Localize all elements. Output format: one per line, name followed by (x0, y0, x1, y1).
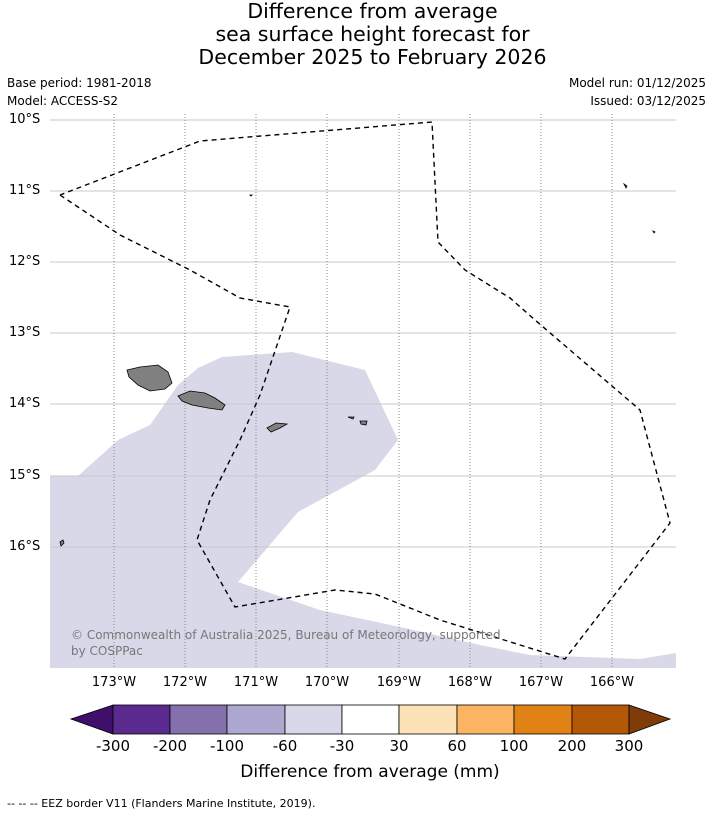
island-small-4 (59, 539, 65, 547)
islands (59, 182, 656, 547)
colorbar-tick: 30 (389, 737, 409, 755)
lon-label-168w: 168°W (447, 675, 493, 690)
island-savaii (126, 364, 173, 392)
lon-label-172w: 172°W (162, 675, 208, 690)
island-ofu (347, 416, 355, 420)
colorbar-tick: 200 (557, 737, 587, 755)
colorbar-tick: -300 (95, 737, 131, 755)
island-upolu (177, 390, 226, 411)
island-small-1 (249, 194, 253, 197)
anomaly-region (50, 352, 676, 668)
colorbar-tick: 60 (447, 737, 467, 755)
colorbar (69, 704, 672, 735)
colorbar-title: Difference from average (mm) (240, 762, 500, 782)
lon-label-173w: 173°W (91, 675, 137, 690)
island-tau (359, 420, 368, 426)
colorbar-bin-4 (284, 704, 343, 735)
lon-label-167w: 167°W (518, 675, 564, 690)
title-line-1: Difference from average (247, 0, 498, 23)
colorbar-bin-5 (341, 704, 400, 735)
lat-label-13s: 13°S (9, 325, 41, 340)
lon-gridlines (113, 114, 613, 668)
eez-footnote: -- -- -- EEZ border V11 (Flanders Marine… (7, 797, 316, 810)
lon-label-171w: 171°W (233, 675, 279, 690)
colorbar-tick: -30 (329, 737, 355, 755)
lon-label-170w: 170°W (304, 675, 350, 690)
colorbar-tick: -200 (152, 737, 188, 755)
lat-label-16s: 16°S (9, 539, 41, 554)
lat-label-11s: 11°S (9, 183, 41, 198)
issued-date: Issued: 03/12/2025 (590, 94, 706, 108)
colorbar-bin-9 (571, 704, 630, 735)
colorbar-tick: -60 (272, 737, 298, 755)
title-line-3: December 2025 to February 2026 (198, 45, 547, 69)
colorbar-bin-1 (112, 704, 171, 735)
base-period: Base period: 1981-2018 (7, 76, 152, 90)
copyright-notice: © Commonwealth of Australia 2025, Bureau… (71, 628, 501, 658)
model-run: Model run: 01/12/2025 (568, 76, 706, 90)
lat-label-12s: 12°S (9, 254, 41, 269)
lat-label-15s: 15°S (9, 468, 41, 483)
island-small-3 (652, 230, 656, 234)
title-line-2: sea surface height forecast for (215, 22, 530, 46)
lat-label-10s: 10°S (9, 112, 41, 127)
meta-right: Model run: 01/12/2025 Issued: 03/12/2025 (569, 74, 706, 110)
lon-label-166w: 166°W (589, 675, 635, 690)
meta-left: Base period: 1981-2018 Model: ACCESS-S2 (7, 74, 152, 110)
colorbar-bin-8 (513, 704, 573, 735)
colorbar-bin-2 (169, 704, 228, 735)
colorbar-tick: 100 (499, 737, 529, 755)
chart-title: Difference from average sea surface heig… (0, 0, 713, 69)
model-name: Model: ACCESS-S2 (7, 94, 119, 108)
lat-label-14s: 14°S (9, 396, 41, 411)
lon-label-169w: 169°W (376, 675, 422, 690)
island-small-2 (622, 182, 628, 189)
colorbar-bin-7 (456, 704, 515, 735)
colorbar-extend-low (69, 704, 114, 735)
lat-gridlines (50, 119, 676, 548)
colorbar-tick: 300 (614, 737, 644, 755)
colorbar-extend-high (628, 704, 672, 735)
colorbar-bin-6 (398, 704, 458, 735)
colorbar-bin-3 (226, 704, 286, 735)
island-tutuila (266, 422, 289, 433)
colorbar-tick: -100 (209, 737, 245, 755)
